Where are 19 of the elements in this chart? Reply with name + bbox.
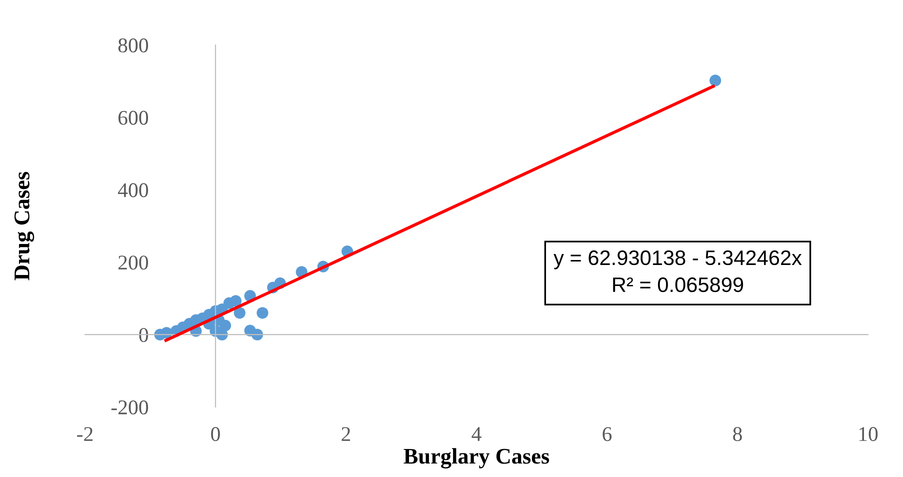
y-tick-label: 200: [118, 256, 148, 270]
x-tick-label: 2: [342, 427, 350, 441]
x-tick-label: -2: [77, 427, 93, 441]
point: [234, 307, 246, 319]
x-tick-label: 6: [602, 427, 612, 442]
annotation: R² = 0.065899: [613, 277, 744, 292]
annotation: y = 62.930138 - 5.342462x: [554, 250, 802, 270]
x-tick-label: 0: [211, 427, 220, 442]
x-tick-label: 8: [733, 427, 742, 442]
point: [256, 307, 268, 319]
y-tick-label: 800: [118, 38, 148, 52]
y-tick-label: 400: [118, 183, 148, 198]
point: [710, 74, 722, 86]
x-axis-title: Burglary Cases: [404, 448, 550, 468]
y-axis-title: Drug Cases: [14, 172, 34, 280]
y-tick-label: 600: [118, 110, 148, 125]
y-tick-label: -200: [111, 400, 148, 414]
x-tick-label: 10: [859, 427, 878, 442]
x-tick-label: 4: [472, 427, 482, 441]
